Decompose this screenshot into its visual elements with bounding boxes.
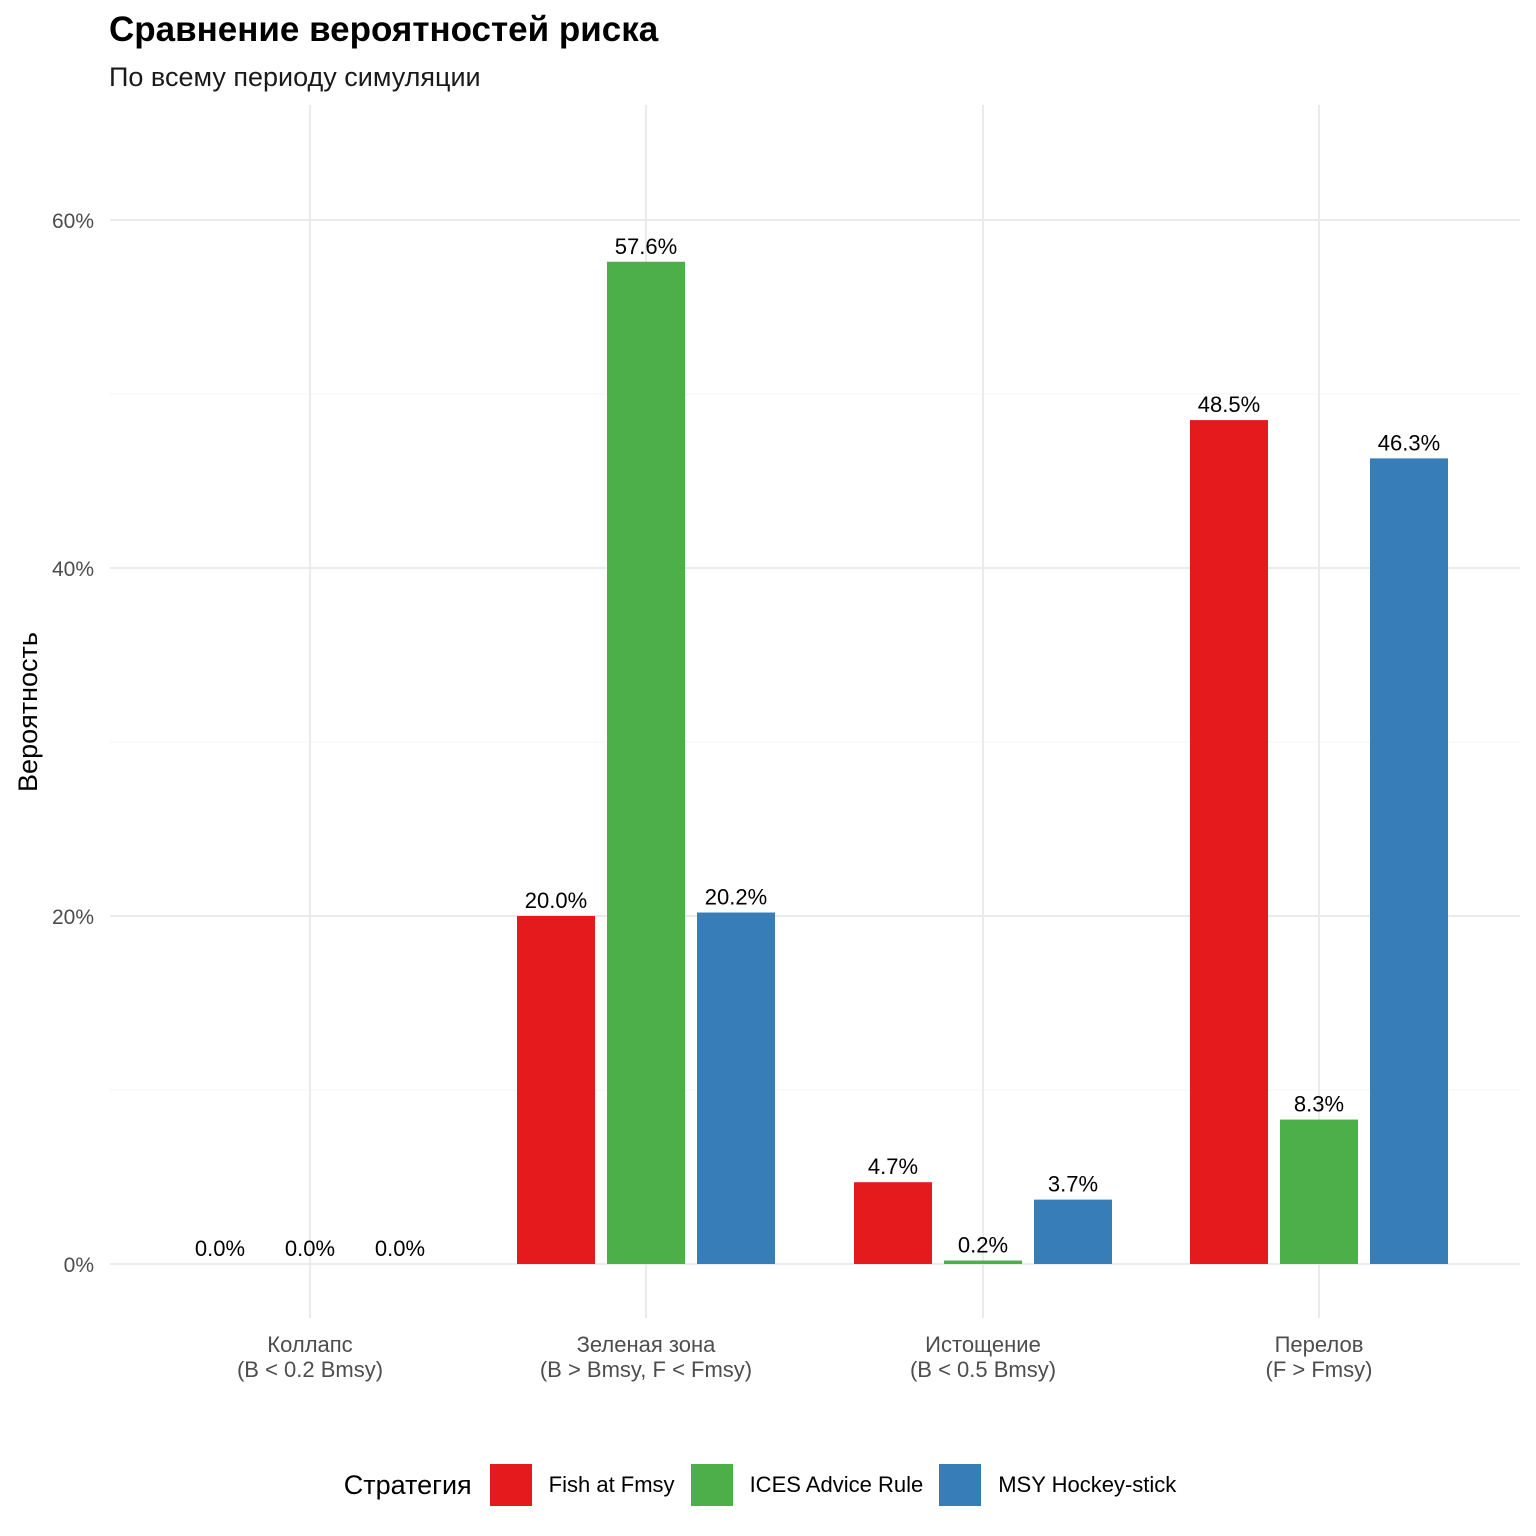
legend-title: Стратегия <box>343 1469 472 1500</box>
data-label: 3.7% <box>1048 1172 1098 1197</box>
data-label: 46.3% <box>1378 430 1440 455</box>
bar <box>1280 1119 1358 1264</box>
legend-item: MSY Hockey-stick <box>939 1464 1176 1506</box>
bar <box>1190 420 1268 1265</box>
x-tick-label-line: Коллапс <box>267 1332 352 1357</box>
data-label: 20.0% <box>525 888 587 913</box>
y-axis-label: Вероятность <box>13 632 43 792</box>
data-label: 0.2% <box>958 1233 1008 1258</box>
bar <box>944 1260 1022 1264</box>
chart-title: Сравнение вероятностей риска <box>109 10 659 49</box>
legend-label: MSY Hockey-stick <box>998 1472 1177 1497</box>
data-label: 8.3% <box>1294 1092 1344 1117</box>
x-tick-label-line: Перелов <box>1275 1332 1364 1357</box>
bar <box>1034 1199 1112 1264</box>
chart-subtitle: По всему периоду симуляции <box>109 62 481 92</box>
data-label: 48.5% <box>1198 392 1260 417</box>
x-tick-label-line: Зеленая зона <box>577 1332 717 1357</box>
legend-item: ICES Advice Rule <box>690 1464 924 1506</box>
x-tick-label: Зеленая зона (B > Bmsy, F < Fmsy) <box>540 1332 752 1382</box>
bar <box>517 916 595 1264</box>
data-label: 0.0% <box>195 1236 245 1261</box>
legend-items: Fish at Fmsy ICES Advice Rule MSY Hockey-s… <box>489 1464 1193 1506</box>
bar <box>697 912 775 1264</box>
x-tick-label-line: Истощение <box>925 1332 1041 1357</box>
data-labels: 0.0% 20.0% 4.7% 48.5% 0.0% 57.6% 0.2% 8.3% 0.0% 2… <box>195 234 1440 1261</box>
axes: 0% 20% 40% 60% Коллапс (B < 0.2 Bmsy) Зеленая … <box>13 210 1372 1382</box>
data-label: 4.7% <box>868 1154 918 1179</box>
bar <box>854 1182 932 1264</box>
y-tick-label: 40% <box>52 558 94 581</box>
y-tick-label: 0% <box>64 1254 94 1277</box>
data-label: 57.6% <box>615 234 677 259</box>
legend-swatch <box>489 1464 532 1506</box>
data-label: 0.0% <box>375 1236 425 1261</box>
x-tick-label: Перелов (F > Fmsy) <box>1266 1332 1373 1382</box>
x-tick-label-line: (F > Fmsy) <box>1266 1357 1373 1382</box>
x-tick-label-line: (B < 0.5 Bmsy) <box>910 1357 1056 1382</box>
bar <box>1370 458 1448 1264</box>
legend-label: ICES Advice Rule <box>749 1472 924 1497</box>
y-tick-label: 20% <box>52 906 94 929</box>
x-tick-label: Истощение (B < 0.5 Bmsy) <box>910 1332 1056 1382</box>
legend-label: Fish at Fmsy <box>548 1472 675 1497</box>
legend-swatch <box>939 1464 982 1506</box>
bar <box>607 261 685 1264</box>
x-tick-label: Коллапс (B < 0.2 Bmsy) <box>237 1332 383 1382</box>
data-label: 20.2% <box>705 885 767 910</box>
legend: Стратегия Fish at Fmsy ICES Advice Rule MS… <box>0 1462 1536 1508</box>
legend-swatch <box>690 1464 733 1506</box>
x-tick-label-line: (B > Bmsy, F < Fmsy) <box>540 1357 752 1382</box>
bars <box>517 261 1448 1265</box>
legend-item: Fish at Fmsy <box>489 1464 675 1506</box>
x-tick-label-line: (B < 0.2 Bmsy) <box>237 1357 383 1382</box>
data-label: 0.0% <box>285 1236 335 1261</box>
y-tick-label: 60% <box>52 210 94 233</box>
